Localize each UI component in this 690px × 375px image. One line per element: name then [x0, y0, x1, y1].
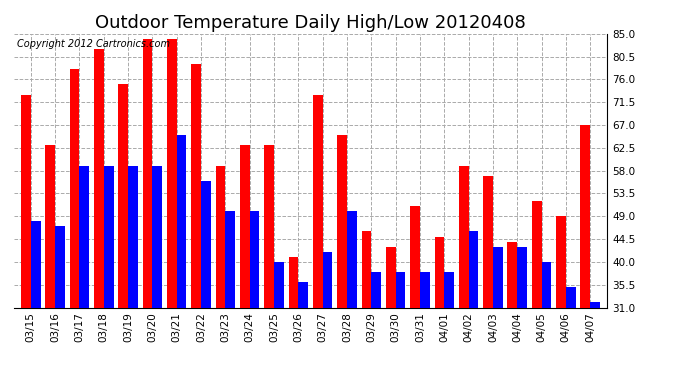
- Bar: [337, 135, 347, 375]
- Bar: [46, 145, 55, 375]
- Bar: [152, 165, 162, 375]
- Bar: [542, 262, 551, 375]
- Bar: [493, 247, 502, 375]
- Bar: [420, 272, 430, 375]
- Bar: [298, 282, 308, 375]
- Bar: [79, 165, 89, 375]
- Bar: [288, 257, 298, 375]
- Bar: [226, 211, 235, 375]
- Bar: [323, 252, 333, 375]
- Bar: [532, 201, 542, 375]
- Bar: [94, 49, 104, 375]
- Bar: [483, 176, 493, 375]
- Bar: [580, 125, 590, 375]
- Bar: [240, 145, 250, 375]
- Bar: [444, 272, 454, 375]
- Bar: [347, 211, 357, 375]
- Bar: [21, 94, 31, 375]
- Bar: [177, 135, 186, 375]
- Bar: [201, 181, 210, 375]
- Bar: [507, 242, 518, 375]
- Bar: [274, 262, 284, 375]
- Bar: [566, 287, 575, 375]
- Bar: [104, 165, 114, 375]
- Bar: [250, 211, 259, 375]
- Bar: [518, 247, 527, 375]
- Bar: [128, 165, 138, 375]
- Bar: [362, 231, 371, 375]
- Bar: [556, 216, 566, 375]
- Bar: [55, 226, 65, 375]
- Bar: [264, 145, 274, 375]
- Bar: [70, 69, 79, 375]
- Title: Outdoor Temperature Daily High/Low 20120408: Outdoor Temperature Daily High/Low 20120…: [95, 14, 526, 32]
- Bar: [590, 302, 600, 375]
- Bar: [411, 206, 420, 375]
- Bar: [386, 247, 395, 375]
- Text: Copyright 2012 Cartronics.com: Copyright 2012 Cartronics.com: [17, 39, 170, 49]
- Bar: [395, 272, 405, 375]
- Bar: [371, 272, 381, 375]
- Bar: [313, 94, 323, 375]
- Bar: [167, 39, 177, 375]
- Bar: [119, 84, 128, 375]
- Bar: [469, 231, 478, 375]
- Bar: [435, 237, 444, 375]
- Bar: [143, 39, 152, 375]
- Bar: [216, 165, 226, 375]
- Bar: [191, 64, 201, 375]
- Bar: [459, 165, 469, 375]
- Bar: [31, 221, 41, 375]
